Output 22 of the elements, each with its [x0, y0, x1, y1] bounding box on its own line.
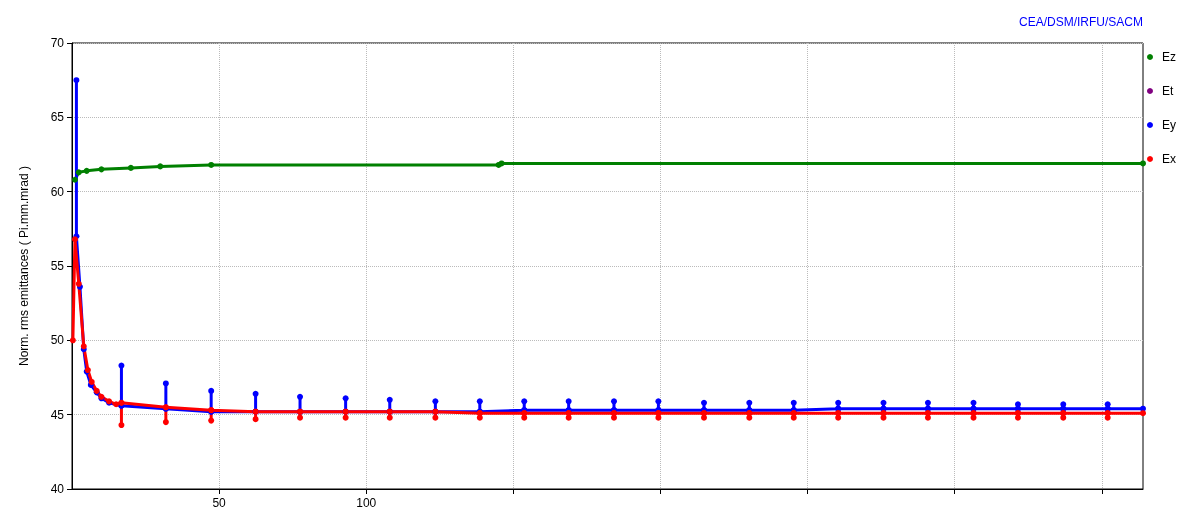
- point: [127, 164, 134, 171]
- y-tick-label: 55: [50, 259, 65, 273]
- legend-label: Ey: [1162, 118, 1177, 132]
- point: [1140, 160, 1146, 167]
- point: [208, 161, 215, 168]
- legend-label: Ex: [1162, 152, 1177, 166]
- text: CEA/DSM/IRFU/SACM: [1018, 15, 1144, 29]
- x-tick-label: 100: [356, 496, 377, 510]
- y-tick-label: 60: [50, 184, 65, 199]
- y-tick-label: 40: [50, 482, 65, 496]
- y-tick-label: 65: [50, 110, 65, 125]
- point: [75, 169, 82, 176]
- point: [71, 176, 78, 183]
- y-axis-title: Norm. rms emittances ( Pi.mm.mrad ): [17, 165, 31, 367]
- y-tick-label: 50: [50, 333, 65, 348]
- legend-label: Ez: [1162, 50, 1177, 64]
- point: [83, 167, 90, 174]
- legend-label: Et: [1162, 84, 1174, 98]
- point: [157, 163, 164, 170]
- point: [98, 166, 105, 173]
- y-tick-label: 70: [50, 36, 65, 50]
- y-tick-label: 45: [50, 407, 65, 422]
